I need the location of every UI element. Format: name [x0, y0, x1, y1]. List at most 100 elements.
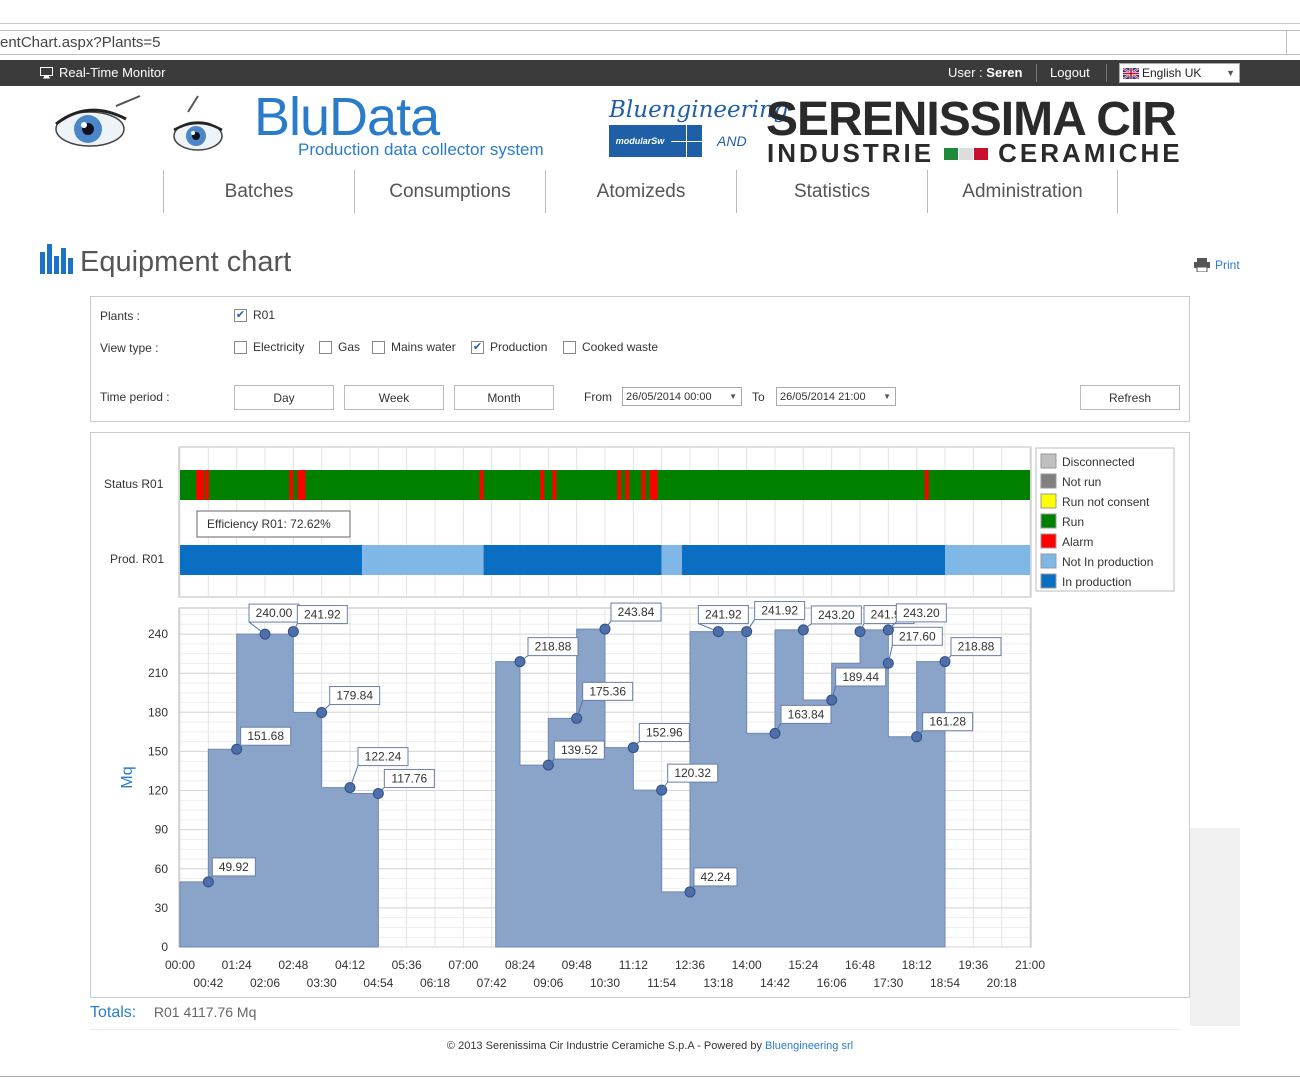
production-segment	[945, 545, 1030, 575]
user-name: Seren	[986, 65, 1023, 80]
data-label-box	[922, 712, 974, 732]
to-date-value: 26/05/2014 21:00	[780, 390, 866, 403]
legend-label: Alarm	[1062, 535, 1093, 549]
from-label: From	[584, 390, 612, 404]
data-label-connector	[207, 875, 213, 883]
data-label-box	[527, 637, 579, 657]
data-label-box	[383, 768, 435, 788]
x-tick-label: 11:12	[619, 958, 648, 972]
plant-checkbox-r01[interactable]: ✔ R01	[234, 308, 275, 322]
view-cooked-waste-checkbox[interactable]: Cooked waste	[563, 340, 658, 354]
company-subtitle-a: INDUSTRIE	[767, 138, 935, 168]
company-subtitle: INDUSTRIE CERAMICHE	[767, 138, 1183, 169]
status-alarm-mark	[196, 470, 201, 500]
language-select[interactable]: English UK ▼	[1119, 63, 1240, 83]
filter-panel: Plants : ✔ R01 View type : Electricity Ga…	[90, 296, 1190, 422]
x-tick-label: 04:54	[363, 976, 393, 990]
y-axis-label: Mq	[119, 766, 136, 788]
production-segment	[483, 545, 662, 575]
legend-swatch	[1040, 493, 1057, 509]
legend-swatch	[1040, 473, 1057, 489]
x-tick-label: 09:06	[533, 976, 563, 990]
divider	[1036, 64, 1037, 82]
status-alarm-mark	[641, 470, 646, 500]
data-label-connector	[944, 655, 952, 662]
x-tick-label: 10:30	[590, 976, 620, 990]
print-button[interactable]: Print	[1194, 258, 1240, 272]
legend-label: Not run	[1062, 475, 1101, 489]
modularsw-label: modularSw	[609, 125, 671, 157]
x-tick-label: 02:06	[250, 976, 280, 990]
status-alarm-mark	[301, 470, 306, 500]
brand-subtitle: Production data collector system	[298, 140, 544, 159]
data-label: 161.28	[929, 715, 966, 729]
chevron-down-icon: ▼	[883, 392, 891, 401]
data-label-box	[667, 763, 719, 783]
nav-batches[interactable]: Batches	[163, 170, 354, 213]
data-label-box	[211, 857, 256, 877]
view-mains-water-checkbox[interactable]: Mains water	[372, 340, 456, 354]
efficiency-label: Efficiency R01: 72.62%	[207, 517, 331, 531]
data-label: 240.00	[256, 606, 293, 620]
month-button[interactable]: Month	[454, 385, 554, 410]
production-segment	[681, 545, 945, 575]
logout-link[interactable]: Logout	[1050, 65, 1090, 80]
address-text: entChart.aspx?Plants=5	[0, 34, 161, 51]
data-label-connector	[689, 885, 695, 893]
data-label-connector	[377, 787, 385, 794]
divider	[1106, 64, 1107, 82]
y-tick-label: 30	[155, 901, 169, 915]
x-tick-label: 12:36	[675, 958, 705, 972]
app-title[interactable]: Real-Time Monitor	[40, 65, 165, 80]
legend-swatch	[1040, 533, 1057, 549]
nav-administration[interactable]: Administration	[927, 170, 1118, 213]
data-label-box	[835, 667, 887, 687]
legend-swatch	[1040, 513, 1057, 529]
data-label-box	[610, 602, 662, 622]
checkbox-icon	[234, 340, 247, 354]
print-label: Print	[1215, 258, 1240, 272]
from-date-input[interactable]: 26/05/2014 00:00 ▼	[622, 387, 742, 406]
data-label: 241.92	[761, 604, 798, 618]
status-alarm-mark	[552, 470, 557, 500]
data-label: 139.52	[561, 743, 598, 757]
data-label-connector	[632, 741, 640, 748]
status-alarm-mark	[204, 470, 209, 500]
x-tick-label: 14:42	[760, 976, 790, 990]
day-button[interactable]: Day	[234, 385, 334, 410]
data-label: 163.84	[788, 707, 825, 721]
nav-consumptions[interactable]: Consumptions	[354, 170, 545, 213]
monitor-icon	[40, 66, 53, 78]
data-label-box	[891, 626, 943, 646]
nav-atomizeds[interactable]: Atomizeds	[545, 170, 736, 213]
to-date-input[interactable]: 26/05/2014 21:00 ▼	[776, 387, 896, 406]
scroll-edge	[1286, 30, 1300, 55]
view-production-checkbox[interactable]: ✔ Production	[471, 340, 547, 354]
data-label-connector	[604, 620, 612, 630]
data-point	[287, 626, 299, 638]
x-tick-label: 09:48	[562, 958, 592, 972]
footer-link[interactable]: Bluengineering srl	[765, 1040, 854, 1052]
y-tick-label: 150	[148, 744, 168, 758]
checkbox-icon	[563, 340, 576, 354]
chevron-down-icon: ▼	[1226, 68, 1235, 78]
data-label-connector	[916, 730, 924, 738]
data-label-box	[780, 704, 832, 724]
data-label-box	[240, 726, 292, 746]
data-label-box	[638, 723, 690, 743]
week-button[interactable]: Week	[344, 385, 444, 410]
x-tick-label: 07:42	[477, 976, 507, 990]
data-label: 117.76	[391, 771, 427, 785]
view-gas-checkbox[interactable]: Gas	[319, 340, 360, 354]
x-tick-label: 20:18	[987, 976, 1017, 990]
refresh-button[interactable]: Refresh	[1080, 385, 1180, 410]
nav-statistics[interactable]: Statistics	[736, 170, 927, 213]
production-segment	[180, 545, 363, 575]
footer: © 2013 Serenissima Cir Industrie Ceramic…	[0, 1040, 1300, 1052]
status-alarm-mark	[924, 470, 929, 500]
data-label-box	[329, 686, 381, 706]
data-label: 243.84	[618, 605, 655, 619]
status-alarm-mark	[625, 470, 630, 500]
address-bar[interactable]: entChart.aspx?Plants=5	[0, 30, 1300, 55]
view-electricity-checkbox[interactable]: Electricity	[234, 340, 304, 354]
